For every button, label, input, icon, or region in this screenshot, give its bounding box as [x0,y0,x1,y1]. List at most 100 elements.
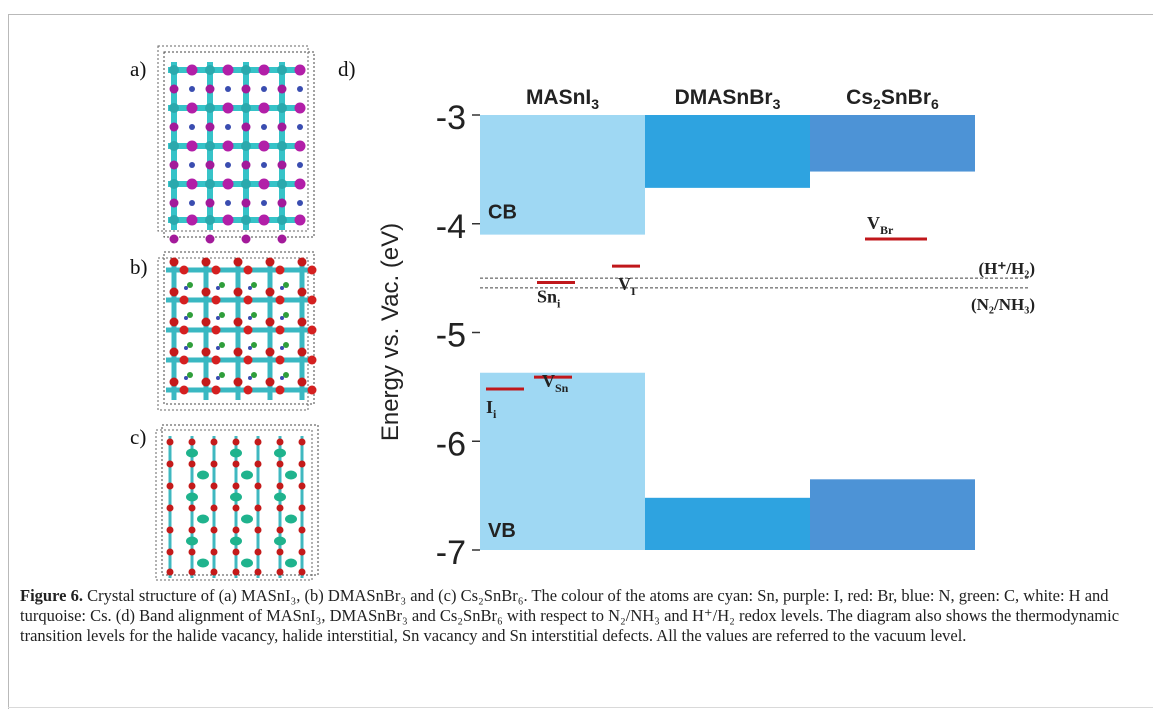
br-atom [210,504,218,512]
br-atom [243,355,253,365]
br-atom [307,325,317,335]
i-atom [222,64,234,76]
br-atom [298,504,306,512]
n-atom [248,286,252,290]
conduction-band-bar [810,115,975,172]
br-atom [233,377,243,387]
br-atom [166,460,174,468]
c-atom [283,372,289,378]
br-atom [179,355,189,365]
n-atom [280,286,284,290]
cs-atom [274,492,286,502]
cs-atom [241,558,253,568]
cs-atom [186,536,198,546]
y-tick-label: -5 [436,317,466,355]
br-atom [179,295,189,305]
sn-atom [169,65,179,75]
figure-frame [8,14,1153,709]
br-atom [276,568,284,576]
br-atom [201,257,211,267]
i-atom [186,178,198,190]
br-atom [254,568,262,576]
sn-atom [205,179,215,189]
n-atom [248,316,252,320]
i-atom [186,64,198,76]
sn-atom [169,103,179,113]
br-atom [265,317,275,327]
y-tick-label: -4 [436,208,466,246]
br-atom [201,287,211,297]
i-atom [205,160,215,170]
br-atom [210,526,218,534]
br-atom [201,377,211,387]
i-atom [241,84,251,94]
i-atom [277,84,287,94]
sn-atom [241,215,251,225]
cb-label: CB [488,201,517,223]
sn-atom [241,65,251,75]
cs-atom [230,448,242,458]
c-atom [219,372,225,378]
sn-atom [205,215,215,225]
i-atom [186,214,198,226]
n-atom [261,124,267,130]
panel-label-b: b) [130,255,148,279]
br-atom [188,504,196,512]
i-atom [169,122,179,132]
br-atom [254,504,262,512]
br-atom [254,548,262,556]
br-atom [265,257,275,267]
br-atom [210,460,218,468]
sn-atom [205,141,215,151]
sn-atom [169,179,179,189]
redox-level-label: (H⁺/H₂) [978,259,1035,278]
c-atom [187,282,193,288]
br-atom [243,385,253,395]
br-atom [211,355,221,365]
i-atom [169,160,179,170]
i-atom [294,214,306,226]
cs-atom [186,448,198,458]
br-atom [232,548,240,556]
br-atom [232,482,240,490]
br-atom [276,482,284,490]
figure-caption: Figure 6. Crystal structure of (a) MASnI… [20,586,1130,646]
sn-atom [277,179,287,189]
n-atom [261,86,267,92]
br-atom [166,568,174,576]
i-atom [294,140,306,152]
cs-atom [241,470,253,480]
c-atom [283,342,289,348]
n-atom [216,286,220,290]
sn-atom [241,179,251,189]
br-atom [210,482,218,490]
n-atom [248,346,252,350]
br-atom [201,347,211,357]
cs-atom [274,448,286,458]
cs-atom [285,558,297,568]
i-atom [222,140,234,152]
br-atom [297,317,307,327]
conduction-band-bar [480,115,645,235]
sn-atom [277,103,287,113]
i-atom [241,122,251,132]
n-atom [189,162,195,168]
y-tick-label: -7 [436,534,466,572]
n-atom [184,346,188,350]
redox-level-label: (N₂/NH₃) [971,295,1035,314]
br-atom [297,347,307,357]
cs-atom [197,558,209,568]
sn-atom [205,65,215,75]
n-atom [280,376,284,380]
br-atom [307,385,317,395]
br-atom [297,257,307,267]
i-atom [205,122,215,132]
br-atom [276,460,284,468]
br-atom [179,385,189,395]
n-atom [297,200,303,206]
i-atom [294,178,306,190]
br-atom [307,355,317,365]
br-atom [232,568,240,576]
br-atom [307,295,317,305]
br-atom [298,482,306,490]
